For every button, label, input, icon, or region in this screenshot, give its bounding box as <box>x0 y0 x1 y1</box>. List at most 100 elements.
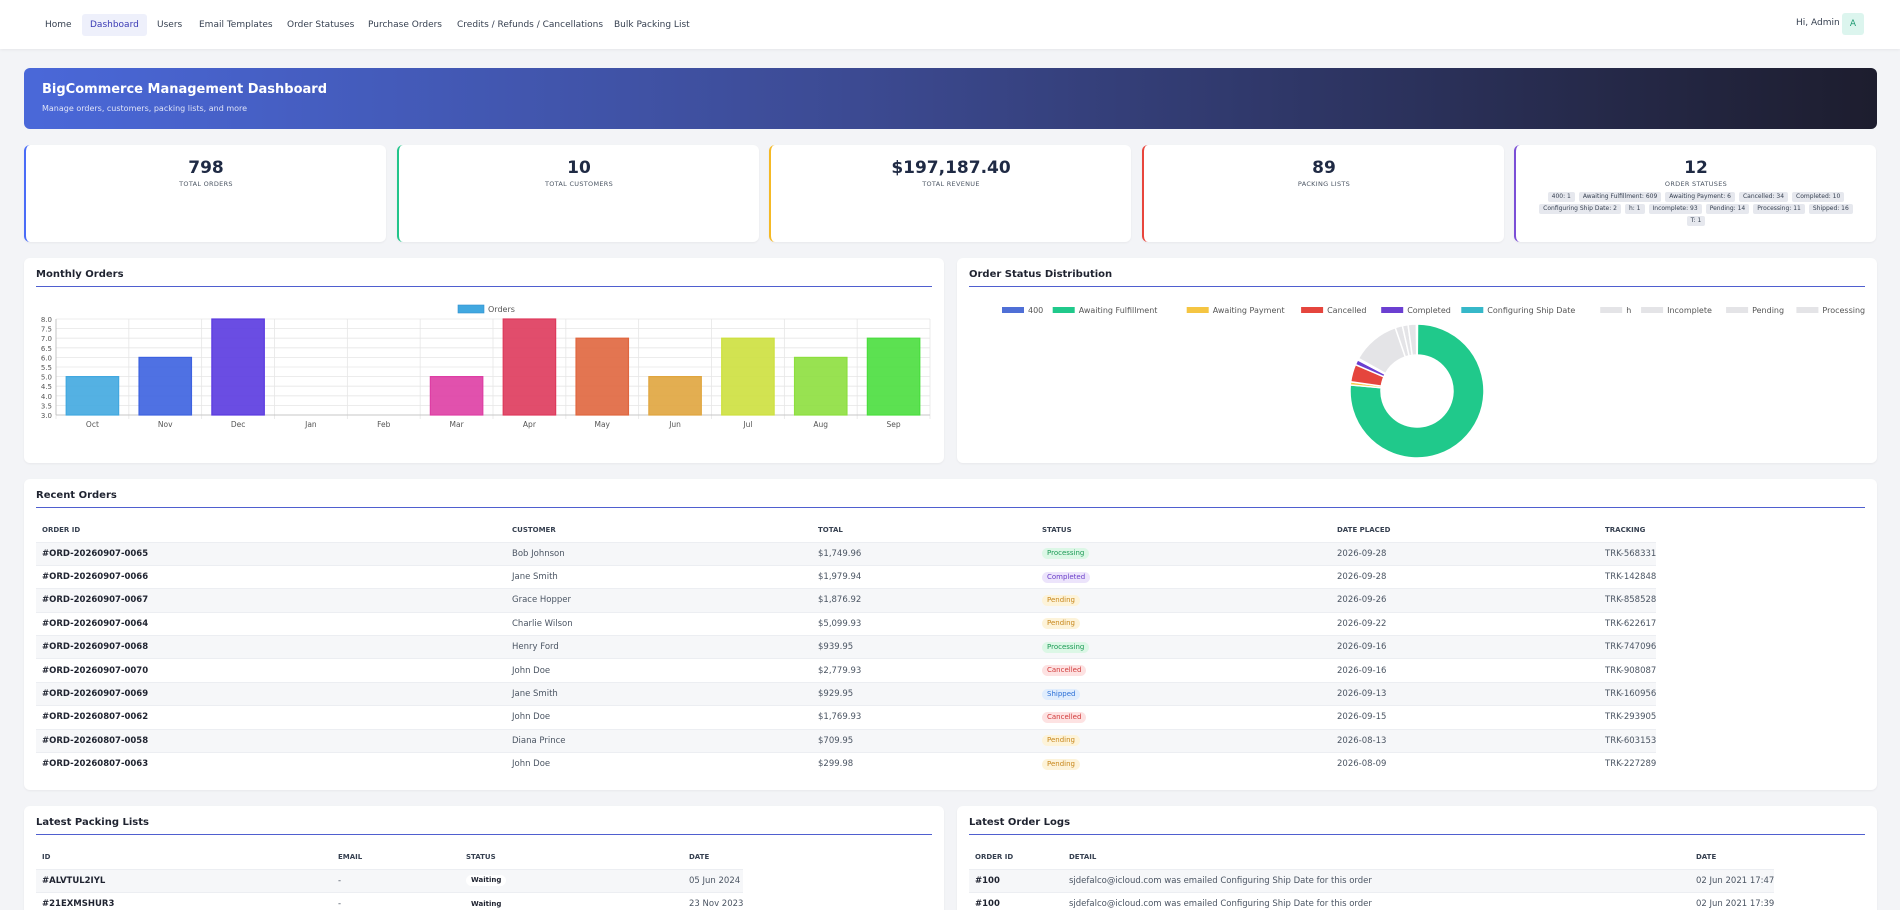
table-cell: $1,979.94 <box>812 564 1036 589</box>
top-nav: Home Dashboard Users Email Templates Ord… <box>0 0 1900 49</box>
table-row[interactable]: #ORD-20260907-0064 Charlie Wilson $5,099.9… <box>36 611 1657 636</box>
monthly-orders-panel: Monthly Orders Orders 3.0 3.5 4.0 4.5 5.0 5.5 6… <box>24 258 944 463</box>
nav-users[interactable]: Users <box>157 20 183 30</box>
legend-swatch <box>1301 307 1324 313</box>
nav-home[interactable]: Home <box>45 20 72 30</box>
column-header: TOTAL <box>818 525 843 534</box>
status-chip: Shipped: 16 <box>1808 204 1853 214</box>
nav-dashboard[interactable]: Dashboard <box>82 14 147 36</box>
table-row[interactable]: #ORD-20260807-0062 John Doe $1,769.93 Cance… <box>36 705 1657 730</box>
table-cell: #100 <box>969 891 1063 910</box>
x-tick-label: Sep <box>887 420 901 429</box>
legend-swatch <box>1002 307 1024 313</box>
table-cell: $709.95 <box>812 728 1036 753</box>
status-badge: Completed <box>1042 571 1091 583</box>
table-row[interactable]: #100 sjdefalco@icloud.com was emailed Con… <box>969 868 1775 893</box>
table-cell: TRK-603153 <box>1599 728 1657 753</box>
table-cell: #ORD-20260907-0068 <box>36 635 506 659</box>
legend-label: Pending <box>1752 306 1784 315</box>
nav-credits-refunds[interactable]: Credits / Refunds / Cancellations <box>457 20 604 30</box>
table-cell-status: Processing <box>1036 541 1331 566</box>
table-row[interactable]: #21EXMSHUR3- Waiting 23 Nov 2023 <box>36 891 744 910</box>
table-cell: 2026-09-16 <box>1331 635 1599 659</box>
y-tick-label: 4.0 <box>41 393 52 401</box>
table-cell: 2026-09-28 <box>1331 541 1599 566</box>
legend-label: Cancelled <box>1327 306 1366 315</box>
table-cell: #21EXMSHUR3 <box>36 891 332 910</box>
table-cell: $1,769.93 <box>812 705 1036 730</box>
stat-value: 10 <box>567 158 591 178</box>
legend-swatch <box>1461 307 1484 313</box>
table-row[interactable]: #ORD-20260807-0063 John Doe $299.98 Pending… <box>36 752 1657 776</box>
legend-label: Processing <box>1822 306 1865 315</box>
y-tick-label: 8.0 <box>41 316 52 324</box>
bar-dec <box>211 318 265 416</box>
table-row[interactable]: #100 sjdefalco@icloud.com was emailed Con… <box>969 891 1775 910</box>
stat-label: TOTAL REVENUE <box>922 180 980 188</box>
column-header: ORDER ID <box>42 525 81 534</box>
table-row[interactable]: #ORD-20260907-0068 Henry Ford $939.95 Proce… <box>36 635 1657 659</box>
bar-nov <box>138 356 193 416</box>
table-cell: sjdefalco@icloud.com was emailed Configu… <box>1063 891 1690 910</box>
table-row[interactable]: #ORD-20260907-0069 Jane Smith $929.95 Shipp… <box>36 681 1657 706</box>
table-cell: $929.95 <box>812 681 1036 706</box>
status-chip: Awaiting Payment: 6 <box>1665 192 1735 202</box>
legend-label: h <box>1626 306 1631 315</box>
table-cell: 2026-08-13 <box>1331 728 1599 753</box>
table-cell: John Doe <box>506 705 812 730</box>
table-row[interactable]: #ORD-20260907-0070 John Doe $2,779.93 Cance… <box>36 658 1657 683</box>
y-tick-label: 3.0 <box>41 412 52 420</box>
y-tick-label: 7.5 <box>41 326 52 334</box>
table-cell: TRK-747096 <box>1599 635 1657 659</box>
x-tick-label: Jun <box>668 420 681 429</box>
avatar[interactable]: A <box>1842 13 1864 35</box>
status-chip: Configuring Ship Date: 2 <box>1539 204 1621 214</box>
nav-order-statuses[interactable]: Order Statuses <box>287 20 355 30</box>
x-tick-label: Oct <box>86 420 99 429</box>
table-cell-status: Cancelled <box>1036 658 1331 683</box>
table-cell: Bob Johnson <box>506 541 812 566</box>
table-cell: #ORD-20260807-0058 <box>36 728 506 753</box>
nav-email-templates[interactable]: Email Templates <box>199 20 273 30</box>
legend-swatch <box>1381 307 1404 313</box>
status-chip: T: 1 <box>1686 216 1706 226</box>
status-badge: Cancelled <box>1042 665 1087 677</box>
x-tick-label: Jan <box>304 420 317 429</box>
table-cell: John Doe <box>506 752 812 776</box>
y-tick-label: 5.5 <box>41 364 52 372</box>
table-row[interactable]: #ALVTUL2IYL - Waiting 05 Jun 2024 <box>36 868 744 893</box>
dashboard-banner: BigCommerce Management Dashboard Manage … <box>24 68 1877 129</box>
column-header: DATE <box>1696 852 1717 861</box>
table-row[interactable]: #ORD-20260907-0067 Grace Hopper $1,876.92 P… <box>36 588 1657 613</box>
slice-t <box>1415 323 1418 356</box>
table-row[interactable]: #ORD-20260907-0066 Jane Smith $1,979.94 Com… <box>36 564 1657 589</box>
bar-mar <box>429 375 484 416</box>
x-tick-label: Apr <box>523 420 537 429</box>
legend-swatch <box>1600 307 1623 313</box>
stat-card-packing-lists: 89 PACKING LISTS <box>1142 145 1504 242</box>
table-cell: #ORD-20260907-0066 <box>36 564 506 589</box>
table-cell: TRK-858528 <box>1599 588 1657 613</box>
packing-lists-table: ID EMAIL STATUS DATE #ALVTUL2IYL - Waiting 05 … <box>36 845 744 910</box>
order-status-chart: 400 Awaiting Fulfillment Awaiting Payment C… <box>1002 306 1865 459</box>
table-cell: 02 Jun 2021 17:47 <box>1690 868 1775 893</box>
column-header: DATE PLACED <box>1337 525 1391 534</box>
table-cell: John Doe <box>506 658 812 683</box>
table-row[interactable]: #ORD-20260907-0065 Bob Johnson $1,749.96 Pr… <box>36 541 1657 566</box>
panel-title: Recent Orders <box>36 490 117 501</box>
y-tick-label: 3.5 <box>41 402 52 410</box>
order-status-panel: Order Status Distribution 400 Awaiting Fu… <box>957 258 1877 463</box>
table-row[interactable]: #ORD-20260807-0058 Diana Prince $709.95 Pen… <box>36 728 1657 753</box>
column-header: EMAIL <box>338 852 363 861</box>
y-tick-label: 5.0 <box>41 374 52 382</box>
table-cell: #ALVTUL2IYL <box>36 868 332 893</box>
table-cell: 2026-09-28 <box>1331 564 1599 589</box>
page-subtitle: Manage orders, customers, packing lists,… <box>42 104 248 113</box>
legend-label: Awaiting Payment <box>1213 306 1285 315</box>
table-cell: 2026-08-09 <box>1331 752 1599 776</box>
stat-card-order-statuses: 12 ORDER STATUSES 400: 1 Awaiting Fulfill… <box>1514 145 1876 242</box>
table-cell-status: Pending <box>1036 752 1331 776</box>
nav-bulk-packing-list[interactable]: Bulk Packing List <box>614 20 690 30</box>
nav-purchase-orders[interactable]: Purchase Orders <box>368 20 442 30</box>
table-cell-status: Waiting <box>460 868 683 893</box>
